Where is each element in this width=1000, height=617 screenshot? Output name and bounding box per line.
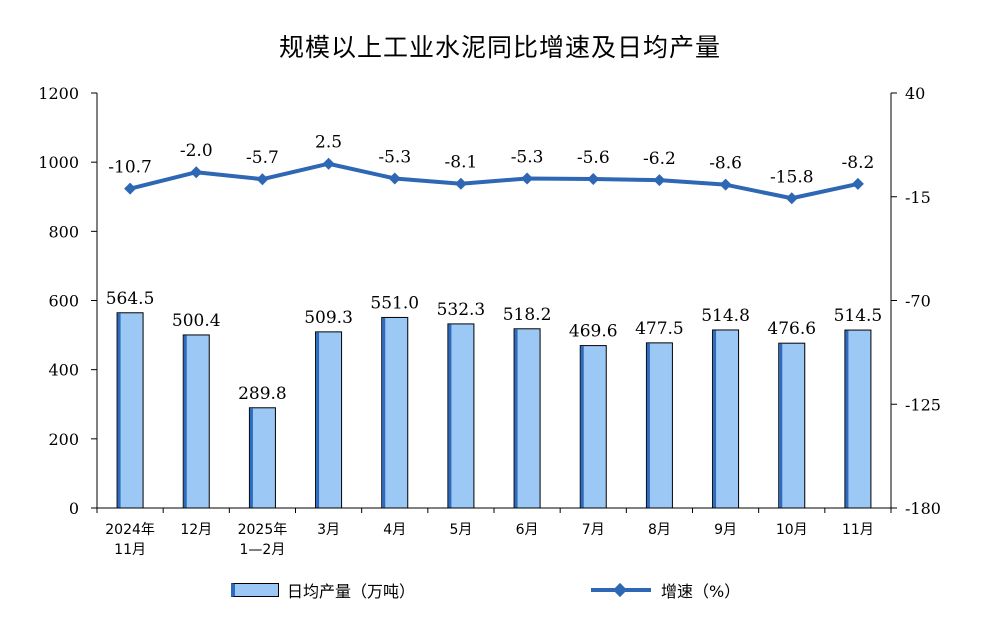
line-point (587, 173, 600, 186)
bar-value-label: 509.3 (304, 308, 353, 328)
y-left-tick-label: 1200 (38, 84, 79, 103)
x-category-label: 10月 (776, 522, 808, 538)
line-value-label: -6.2 (643, 149, 676, 169)
bar-edge (316, 332, 320, 508)
bar-edge (646, 343, 650, 508)
bar-value-label: 476.6 (767, 319, 816, 339)
bar (447, 323, 475, 509)
bar-edge (183, 335, 187, 508)
bar (513, 328, 541, 509)
line-point (124, 182, 137, 195)
line-value-label: -8.6 (709, 154, 742, 174)
line-point (785, 192, 798, 205)
x-category-label: 12月 (180, 522, 212, 538)
x-category-label: 11月 (114, 542, 146, 558)
x-category-label: 11月 (842, 522, 874, 538)
bar-edge (117, 313, 121, 508)
line-value-label: -5.6 (577, 148, 610, 168)
line-value-label: -8.1 (445, 153, 478, 173)
line-point (653, 174, 666, 187)
y-left-tick-label: 600 (48, 292, 79, 311)
line-value-label: 2.5 (315, 133, 342, 153)
bar (381, 316, 409, 509)
bar-value-label: 514.8 (701, 306, 750, 326)
bar-value-label: 551.0 (370, 293, 419, 313)
x-category-label: 4月 (383, 522, 406, 538)
y-left-tick-label: 200 (48, 430, 79, 449)
line-value-label: -5.7 (246, 148, 279, 168)
line-point (719, 178, 732, 191)
bar (315, 331, 343, 509)
bar (182, 334, 210, 509)
legend-bar-swatch (231, 583, 279, 597)
x-category-label: 8月 (648, 522, 671, 538)
y-left-tick-label: 1000 (38, 153, 79, 172)
bar-value-label: 469.6 (569, 322, 618, 342)
bar-value-label: 477.5 (635, 319, 684, 339)
bar (844, 329, 872, 509)
line-value-label: -2.0 (180, 141, 213, 161)
bar (778, 342, 806, 509)
line-value-label: -8.2 (842, 153, 875, 173)
bar-edge (580, 346, 584, 508)
line-point (256, 173, 269, 186)
line-point (454, 177, 467, 190)
bar-edge (448, 324, 452, 508)
y-right-tick-label: -125 (905, 395, 941, 414)
bar (116, 312, 144, 509)
y-right-tick-label: -15 (905, 188, 931, 207)
legend-line-label: 增速（%） (661, 582, 741, 601)
y-left-tick-label: 400 (48, 361, 79, 380)
y-right-tick-label: 40 (905, 84, 925, 103)
bar (248, 407, 276, 509)
y-right-tick-label: -180 (905, 499, 941, 518)
x-category-label: 6月 (516, 522, 539, 538)
line-value-label: -15.8 (770, 167, 814, 187)
x-category-label: 9月 (714, 522, 737, 538)
bar-value-label: 500.4 (172, 311, 221, 331)
y-left-tick-label: 0 (69, 499, 79, 518)
x-category-label: 7月 (582, 522, 605, 538)
line-point (521, 172, 534, 185)
legend-item-bar: 日均产量（万吨） (231, 578, 415, 602)
legend-bar-label: 日均产量（万吨） (287, 582, 416, 601)
x-category-label: 2024年 (105, 522, 155, 538)
line-value-label: -5.3 (511, 147, 544, 167)
x-category-label: 1—2月 (240, 542, 286, 558)
chart-title: 规模以上工业水泥同比增速及日均产量 (278, 33, 721, 62)
line-point (322, 157, 335, 170)
bar (579, 345, 607, 509)
line-point (190, 166, 203, 179)
line-value-label: -5.3 (378, 147, 411, 167)
x-category-label: 2025年 (238, 522, 288, 538)
y-left-tick-label: 800 (48, 222, 79, 241)
bar-edge (713, 330, 717, 508)
legend-item-line: 增速（%） (591, 578, 740, 602)
bar-edge (249, 408, 253, 508)
line-point (851, 177, 864, 190)
line-point (388, 172, 401, 185)
bar-value-label: 564.5 (106, 289, 155, 309)
bar-value-label: 289.8 (238, 384, 287, 404)
bar-edge (779, 343, 783, 508)
bar-edge (514, 329, 518, 508)
line-value-label: -10.7 (108, 158, 152, 178)
bar-value-label: 514.5 (834, 306, 883, 326)
growth-line (129, 161, 859, 201)
bar (645, 342, 673, 509)
bar-edge (845, 330, 849, 508)
x-category-label: 3月 (317, 522, 340, 538)
bar (712, 329, 740, 509)
x-category-label: 5月 (449, 522, 472, 538)
bar-edge (382, 317, 386, 508)
bar-value-label: 518.2 (503, 305, 552, 325)
y-right-tick-label: -70 (905, 292, 931, 311)
bar-value-label: 532.3 (437, 300, 486, 320)
legend-line-swatch (591, 583, 651, 597)
